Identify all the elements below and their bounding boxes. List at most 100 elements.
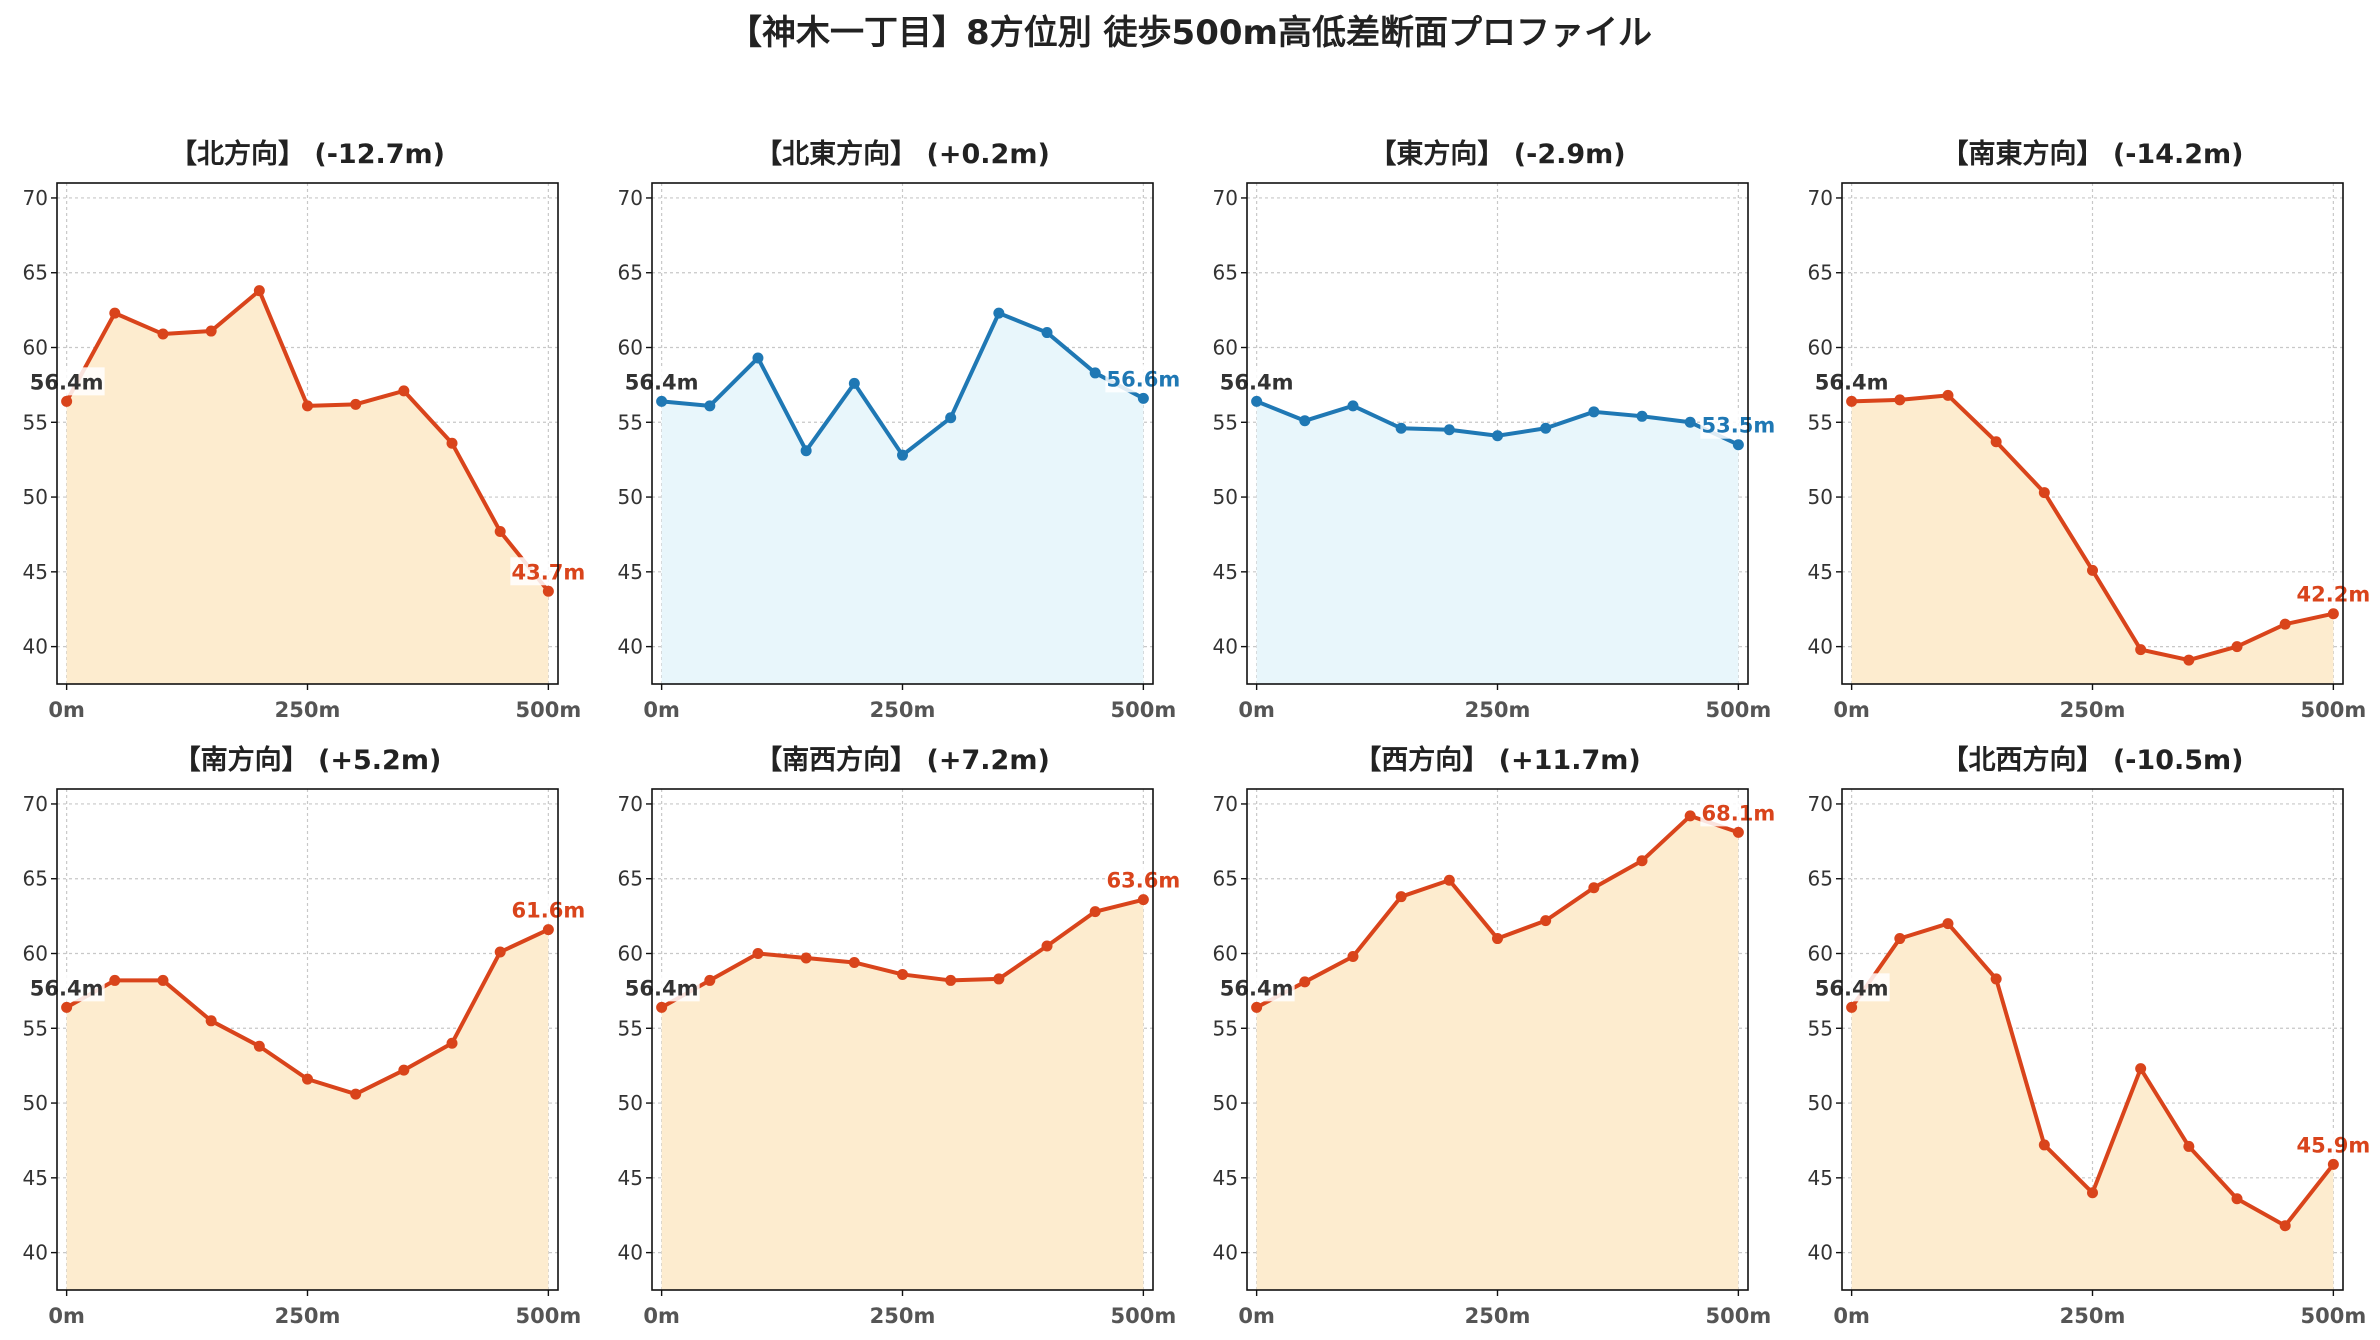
- data-point: [2279, 618, 2291, 630]
- y-tick-label: 65: [618, 261, 643, 285]
- data-point: [993, 307, 1005, 319]
- y-tick-label: 70: [1213, 792, 1238, 816]
- x-tick-label: 0m: [643, 698, 680, 722]
- data-point: [1732, 826, 1744, 838]
- y-tick-label: 50: [23, 1091, 48, 1115]
- data-point: [704, 974, 716, 986]
- start-label-bg: [623, 973, 700, 1002]
- x-tick-label: 250m: [275, 698, 341, 722]
- data-point: [1846, 1001, 1858, 1013]
- data-point: [1942, 389, 1954, 401]
- panel-1: 【北方向】 (-12.7m) 40 45 50 55 60 65 70 0m 250m 500m 56…: [23, 138, 587, 722]
- figure-title: 【神木一丁目】8方位別 徒歩500m高低差断面プロファイル: [728, 13, 1652, 53]
- y-tick-label: 50: [1213, 485, 1238, 509]
- start-elevation-label: 56.4m: [1220, 976, 1294, 1000]
- x-tick-label: 250m: [1465, 1304, 1531, 1328]
- x-tick-label: 250m: [1465, 698, 1531, 722]
- y-tick-label: 40: [1808, 635, 1833, 659]
- data-point: [1347, 950, 1359, 962]
- x-tick-label: 500m: [2301, 698, 2367, 722]
- x-tick-label: 500m: [1111, 698, 1177, 722]
- y-tick-label: 65: [1808, 261, 1833, 285]
- end-elevation-label: 68.1m: [1702, 801, 1776, 825]
- start-elevation-label: 56.4m: [1220, 370, 1294, 394]
- panel-title: 【東方向】 (-2.9m): [1369, 138, 1625, 170]
- y-tick-label: 60: [1808, 942, 1833, 966]
- data-point: [945, 412, 957, 424]
- y-tick-label: 50: [618, 485, 643, 509]
- data-point: [1041, 327, 1053, 339]
- start-elevation-label: 56.4m: [30, 976, 104, 1000]
- data-point: [2327, 608, 2339, 620]
- data-point: [1636, 855, 1648, 867]
- y-tick-label: 40: [23, 635, 48, 659]
- data-point: [1894, 933, 1906, 945]
- data-point: [2135, 644, 2147, 656]
- y-tick-label: 60: [1213, 336, 1238, 360]
- x-tick-label: 500m: [516, 1304, 582, 1328]
- area-fill: [1256, 815, 1739, 1290]
- area-fill: [1851, 395, 2334, 684]
- start-label-bg: [28, 973, 105, 1002]
- y-tick-label: 65: [23, 867, 48, 891]
- end-elevation-label: 56.6m: [1107, 367, 1181, 391]
- y-tick-label: 50: [618, 1091, 643, 1115]
- y-tick-label: 65: [23, 261, 48, 285]
- y-tick-label: 50: [23, 485, 48, 509]
- start-label-bg: [623, 367, 700, 396]
- data-point: [1942, 918, 1954, 930]
- x-tick-label: 250m: [275, 1304, 341, 1328]
- area-fill: [66, 929, 549, 1290]
- data-point: [542, 585, 554, 597]
- data-point: [1347, 400, 1359, 412]
- area-fill: [1256, 401, 1739, 684]
- y-tick-label: 45: [1808, 560, 1833, 584]
- y-tick-label: 70: [1213, 186, 1238, 210]
- x-tick-label: 500m: [516, 698, 582, 722]
- y-tick-label: 65: [1213, 867, 1238, 891]
- x-tick-label: 500m: [1706, 1304, 1772, 1328]
- y-tick-label: 60: [1213, 942, 1238, 966]
- data-point: [1089, 367, 1101, 379]
- x-tick-label: 0m: [1238, 698, 1275, 722]
- panel-2: 【北東方向】 (+0.2m) 40 45 50 55 60 65 70 0m 250m 500m 56…: [618, 138, 1182, 722]
- data-point: [205, 325, 217, 337]
- end-label-bg: [1105, 865, 1182, 894]
- data-point: [1540, 915, 1552, 927]
- data-point: [1089, 906, 1101, 918]
- data-point: [656, 1001, 668, 1013]
- data-point: [302, 400, 313, 412]
- y-tick-label: 45: [23, 1166, 48, 1190]
- data-point: [2135, 1063, 2147, 1075]
- y-tick-label: 70: [23, 186, 48, 210]
- data-point: [656, 395, 668, 407]
- data-point: [398, 385, 410, 397]
- data-point: [1732, 439, 1744, 451]
- data-point: [1990, 973, 2002, 985]
- x-tick-label: 0m: [48, 1304, 85, 1328]
- end-elevation-label: 61.6m: [512, 899, 586, 923]
- end-label-bg: [1700, 410, 1777, 439]
- data-point: [302, 1073, 313, 1085]
- x-tick-label: 500m: [1706, 698, 1772, 722]
- data-point: [1443, 424, 1455, 436]
- data-point: [1251, 1001, 1263, 1013]
- y-tick-label: 40: [1808, 1241, 1833, 1265]
- data-point: [1846, 395, 1858, 407]
- data-point: [61, 1001, 73, 1013]
- x-tick-label: 0m: [643, 1304, 680, 1328]
- panel-title: 【北東方向】 (+0.2m): [755, 138, 1050, 170]
- y-tick-label: 60: [1808, 336, 1833, 360]
- data-point: [446, 1037, 458, 1049]
- y-tick-label: 45: [1213, 560, 1238, 584]
- data-point: [897, 968, 908, 980]
- y-tick-label: 60: [618, 336, 643, 360]
- y-tick-label: 50: [1213, 1091, 1238, 1115]
- panel-title: 【北方向】 (-12.7m): [170, 138, 445, 170]
- start-label-bg: [28, 367, 105, 396]
- panel-title: 【南東方向】 (-14.2m): [1941, 138, 2243, 170]
- data-point: [752, 352, 764, 364]
- data-point: [205, 1015, 217, 1027]
- data-point: [446, 437, 458, 449]
- data-point: [2038, 487, 2050, 499]
